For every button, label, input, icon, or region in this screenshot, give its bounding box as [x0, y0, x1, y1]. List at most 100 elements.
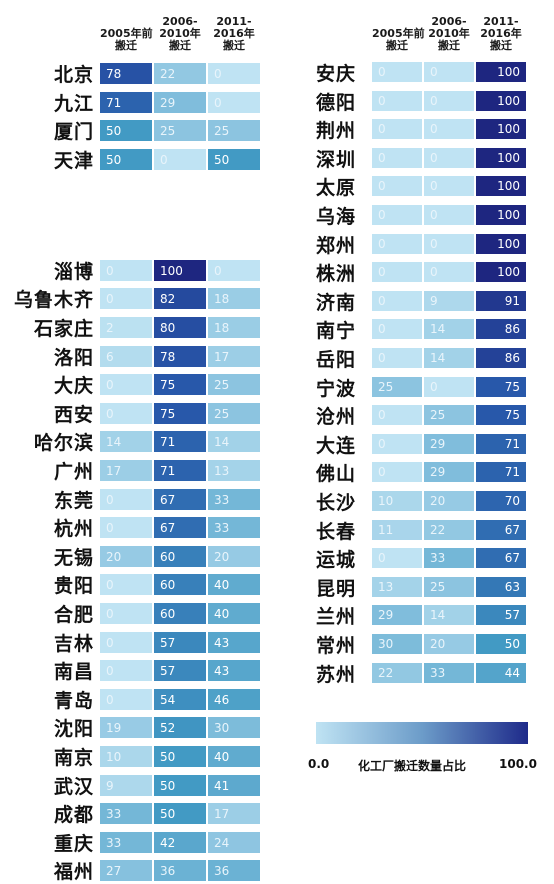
- left-city-label-1-19: 成都: [53, 804, 94, 826]
- right-heatmap-cell: 63: [476, 577, 526, 597]
- right-heatmap-cell: 67: [476, 520, 526, 540]
- left-heatmap-cell: 9: [100, 775, 152, 796]
- left-heatmap-cell: 0: [100, 574, 152, 595]
- left-heatmap-cell: 33: [208, 489, 260, 510]
- left-heatmap-cell: 60: [154, 574, 206, 595]
- left-heatmap-cell: 78: [100, 63, 152, 84]
- right-heatmap-cell: 0: [424, 148, 474, 168]
- left-city-label-1-10: 无锡: [53, 547, 94, 569]
- left-heatmap-cell: 0: [100, 260, 152, 281]
- left-heatmap-cell: 40: [208, 603, 260, 624]
- right-heatmap-cell: 29: [424, 434, 474, 454]
- left-heatmap-cell: 75: [154, 374, 206, 395]
- right-heatmap-cell: 0: [372, 91, 422, 111]
- right-heatmap-cell: 30: [372, 634, 422, 654]
- right-heatmap-cell: 10: [372, 491, 422, 511]
- right-heatmap-cell: 29: [372, 605, 422, 625]
- left-heatmap-cell: 75: [154, 403, 206, 424]
- right-heatmap-cell: 100: [476, 176, 526, 196]
- left-heatmap-cell: 0: [100, 632, 152, 653]
- left-heatmap-cell: 52: [154, 717, 206, 738]
- left-heatmap-cell: 25: [154, 120, 206, 141]
- right-heatmap-cell: 14: [424, 348, 474, 368]
- right-city-label-10: 岳阳: [315, 349, 356, 371]
- right-city-label-9: 南宁: [315, 320, 356, 342]
- left-heatmap-cell: 40: [208, 574, 260, 595]
- left-city-label-1-6: 哈尔滨: [33, 432, 94, 454]
- right-heatmap-cell: 29: [424, 462, 474, 482]
- left-heatmap-cell: 25: [208, 403, 260, 424]
- right-heatmap-cell: 33: [424, 548, 474, 568]
- right-city-label-20: 常州: [315, 635, 356, 657]
- left-city-label-1-7: 广州: [53, 461, 94, 483]
- left-heatmap-cell: 25: [208, 120, 260, 141]
- left-heatmap-cell: 17: [208, 803, 260, 824]
- right-heatmap-cell: 0: [372, 319, 422, 339]
- left-heatmap-cell: 41: [208, 775, 260, 796]
- left-city-label-1-8: 东莞: [53, 490, 94, 512]
- left-heatmap-cell: 78: [154, 346, 206, 367]
- left-heatmap-cell: 0: [100, 288, 152, 309]
- left-heatmap-cell: 67: [154, 489, 206, 510]
- right-heatmap-cell: 0: [372, 234, 422, 254]
- right-heatmap-cell: 14: [424, 605, 474, 625]
- left-heatmap-cell: 0: [208, 63, 260, 84]
- left-heatmap-cell: 6: [100, 346, 152, 367]
- right-heatmap-cell: 57: [476, 605, 526, 625]
- left-heatmap-cell: 17: [208, 346, 260, 367]
- right-heatmap-cell: 0: [424, 377, 474, 397]
- left-heatmap-cell: 2: [100, 317, 152, 338]
- left-heatmap-cell: 17: [100, 460, 152, 481]
- left-city-label-0-0: 北京: [53, 64, 94, 86]
- left-heatmap-cell: 40: [208, 746, 260, 767]
- left-heatmap-cell: 0: [208, 260, 260, 281]
- left-heatmap-cell: 36: [208, 860, 260, 881]
- left-heatmap-cell: 80: [154, 317, 206, 338]
- right-city-label-15: 长沙: [315, 492, 356, 514]
- left-heatmap-cell: 54: [154, 689, 206, 710]
- right-heatmap-cell: 0: [424, 234, 474, 254]
- left-heatmap-cell: 50: [100, 120, 152, 141]
- right-city-label-3: 深圳: [315, 149, 356, 171]
- right-heatmap-cell: 13: [372, 577, 422, 597]
- left-column-header-3: 2011- 2016年 搬迁: [213, 15, 255, 52]
- right-heatmap-cell: 86: [476, 319, 526, 339]
- right-heatmap-cell: 100: [476, 205, 526, 225]
- left-heatmap-cell: 0: [154, 149, 206, 170]
- left-column-header-1: 2005年前 搬迁: [100, 27, 153, 52]
- left-heatmap-cell: 60: [154, 546, 206, 567]
- right-heatmap-cell: 0: [372, 119, 422, 139]
- right-column-header-3: 2011- 2016年 搬迁: [480, 15, 522, 52]
- left-heatmap-cell: 19: [100, 717, 152, 738]
- right-city-label-11: 宁波: [315, 378, 356, 400]
- left-heatmap-cell: 22: [154, 63, 206, 84]
- left-heatmap-cell: 20: [100, 546, 152, 567]
- right-heatmap-cell: 0: [372, 291, 422, 311]
- right-city-label-14: 佛山: [315, 463, 356, 485]
- right-heatmap-cell: 44: [476, 663, 526, 683]
- left-city-label-0-2: 厦门: [53, 121, 94, 143]
- right-column-header-2: 2006- 2010年 搬迁: [428, 15, 470, 52]
- left-heatmap-cell: 82: [154, 288, 206, 309]
- right-heatmap-cell: 0: [424, 205, 474, 225]
- left-heatmap-cell: 50: [154, 746, 206, 767]
- left-heatmap-cell: 33: [100, 803, 152, 824]
- right-heatmap-cell: 11: [372, 520, 422, 540]
- left-heatmap-cell: 71: [154, 460, 206, 481]
- right-city-label-13: 大连: [315, 435, 356, 457]
- left-city-label-1-1: 乌鲁木齐: [13, 289, 94, 311]
- left-city-label-1-0: 淄博: [53, 261, 94, 283]
- left-heatmap-cell: 25: [208, 374, 260, 395]
- left-city-label-1-4: 大庆: [53, 375, 94, 397]
- right-heatmap-cell: 100: [476, 91, 526, 111]
- right-heatmap-cell: 0: [372, 405, 422, 425]
- right-city-label-17: 运城: [315, 549, 356, 571]
- right-heatmap-cell: 20: [424, 634, 474, 654]
- right-city-label-0: 安庆: [315, 63, 356, 85]
- right-heatmap-cell: 9: [424, 291, 474, 311]
- left-heatmap-cell: 43: [208, 660, 260, 681]
- right-heatmap-cell: 100: [476, 62, 526, 82]
- right-heatmap-cell: 100: [476, 119, 526, 139]
- left-heatmap-cell: 50: [154, 775, 206, 796]
- left-heatmap-cell: 46: [208, 689, 260, 710]
